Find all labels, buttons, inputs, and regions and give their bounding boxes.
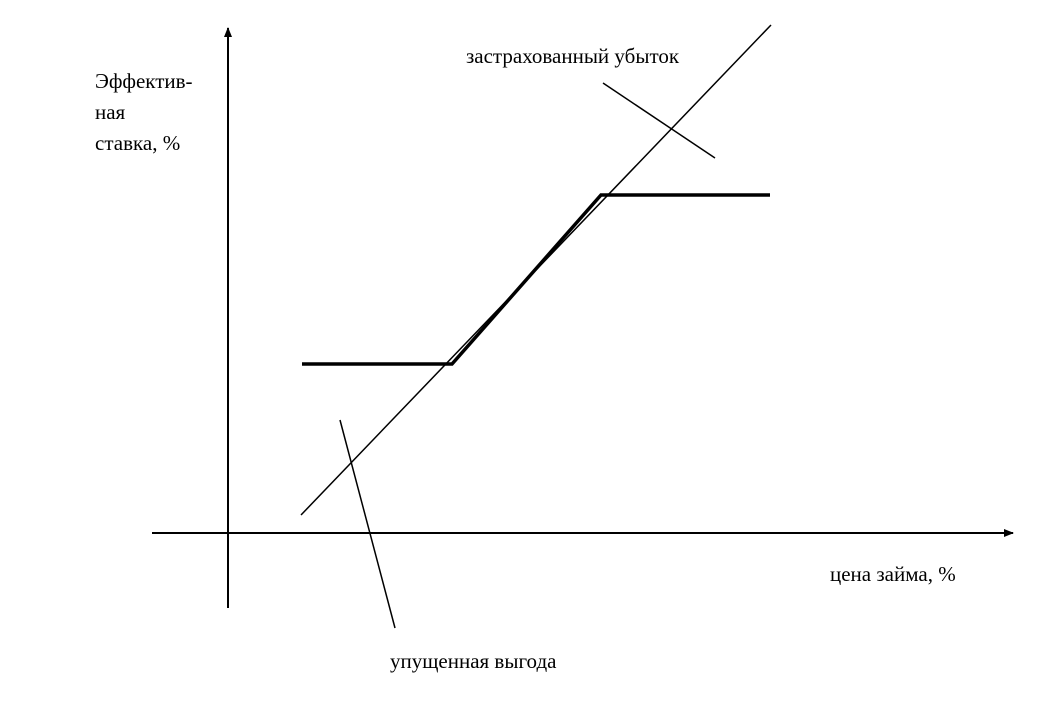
collar-line (302, 193, 770, 366)
annotation: упущенная выгода (390, 649, 557, 673)
x-axis-label: цена займа, % (830, 562, 956, 586)
annotation: застрахованный убыток (466, 44, 680, 68)
y-axis-label: ная (95, 100, 126, 124)
pointer-line (602, 82, 716, 159)
y-axis-label: ставка, % (95, 131, 180, 155)
y-axis-label: Эффектив- (95, 69, 193, 93)
pointer-line (339, 419, 396, 629)
